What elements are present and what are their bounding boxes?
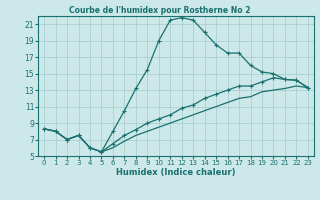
X-axis label: Humidex (Indice chaleur): Humidex (Indice chaleur): [116, 168, 236, 177]
Text: Courbe de l'humidex pour Rostherne No 2: Courbe de l'humidex pour Rostherne No 2: [69, 6, 251, 15]
